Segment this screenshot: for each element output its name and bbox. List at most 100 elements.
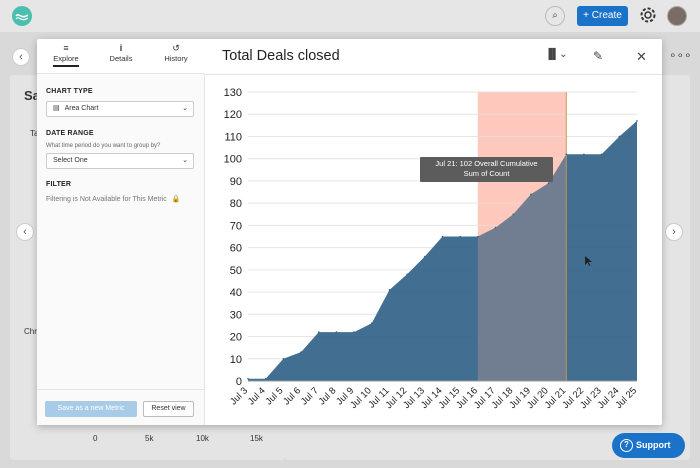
data-point <box>424 255 426 258</box>
background-axis-tick: 10k <box>196 434 209 443</box>
data-point <box>583 153 585 156</box>
filter-note-text: Filtering is Not Available for This Metr… <box>46 196 167 203</box>
data-point <box>547 182 550 184</box>
area-series <box>248 120 637 382</box>
y-tick-label: 80 <box>230 198 242 210</box>
x-tick-label: Jul 3 <box>228 385 250 407</box>
more-icon[interactable]: ∘∘∘ <box>669 48 692 62</box>
tab-label: History <box>164 54 188 63</box>
tab-explore[interactable]: ≡ Explore <box>41 42 91 72</box>
data-point <box>477 235 479 238</box>
page-prev-button[interactable]: ‹ <box>12 48 30 66</box>
data-point <box>300 351 302 353</box>
date-range-select[interactable]: Select One ⌄ <box>46 153 194 169</box>
data-point <box>618 135 621 138</box>
tab-bar: ≡ Explore i Details ↺ History <box>37 39 204 74</box>
background-title: Sa <box>24 88 40 103</box>
y-tick-label: 130 <box>224 87 242 99</box>
y-tick-label: 30 <box>230 309 242 321</box>
background-label: Ta <box>30 129 39 138</box>
data-point <box>370 322 373 324</box>
chevron-down-icon: ⌄ <box>182 157 188 164</box>
modal-title: Total Deals closed <box>222 48 340 64</box>
data-point <box>282 357 285 360</box>
x-tick-label: Jul 5 <box>264 385 286 407</box>
filter-label: FILTER <box>46 181 72 188</box>
support-label: Support <box>636 440 671 450</box>
top-bar: ⌕ + Create <box>0 0 700 32</box>
data-point <box>565 153 568 156</box>
x-tick-label: Jul 7 <box>299 385 321 407</box>
area-chart-icon: ▤ <box>53 105 60 112</box>
tab-details[interactable]: i Details <box>96 42 146 72</box>
search-icon[interactable]: ⌕ <box>545 6 565 26</box>
tab-history[interactable]: ↺ History <box>151 42 201 72</box>
chart-type-icon[interactable]: ▐▌⌄ <box>545 49 568 60</box>
chevron-down-icon: ⌄ <box>182 105 188 112</box>
history-icon: ↺ <box>172 43 180 53</box>
lock-icon: 🔒 <box>171 196 181 203</box>
data-point <box>494 226 497 229</box>
date-range-help: What time period do you want to group by… <box>46 143 161 149</box>
x-tick-label: Jul 6 <box>281 385 303 407</box>
data-point <box>406 273 408 276</box>
chart-type-label: CHART TYPE <box>46 88 93 95</box>
data-point <box>335 331 338 333</box>
panel-divider <box>204 74 205 425</box>
background-axis-tick: 0 <box>93 434 98 443</box>
y-tick-label: 0 <box>236 376 242 388</box>
create-button[interactable]: + Create <box>577 6 628 26</box>
y-tick-label: 20 <box>230 332 242 344</box>
help-icon: ? <box>620 439 633 452</box>
data-point <box>512 213 515 216</box>
data-point <box>388 289 391 291</box>
background-axis-tick: 5k <box>145 434 154 443</box>
x-tick-label: Jul 4 <box>246 385 268 407</box>
x-tick-label: Jul 8 <box>317 385 339 407</box>
y-tick-label: 90 <box>230 176 242 188</box>
filter-note: Filtering is Not Available for This Metr… <box>46 195 180 203</box>
background-label: Chr <box>24 327 37 336</box>
highlight-overlay <box>477 92 567 381</box>
y-tick-label: 10 <box>230 354 242 366</box>
carousel-left-button[interactable]: ‹ <box>16 223 34 241</box>
chart-tooltip: Jul 21: 102 Overall Cumulative Sum of Co… <box>420 157 553 182</box>
tab-label: Details <box>109 54 133 63</box>
gear-icon[interactable] <box>638 5 658 25</box>
edit-icon[interactable]: ✎ <box>593 49 604 63</box>
chart-type-select[interactable]: ▤ Area Chart ⌄ <box>46 101 194 117</box>
close-icon[interactable]: ✕ <box>636 49 647 64</box>
background-axis-tick: 15k <box>250 434 263 443</box>
data-point <box>317 331 320 333</box>
reset-view-button[interactable]: Reset view <box>143 401 194 417</box>
data-point <box>247 377 249 380</box>
data-point <box>353 331 355 333</box>
data-point <box>459 235 461 238</box>
y-tick-label: 70 <box>230 220 242 232</box>
support-button[interactable]: ? Support <box>612 433 685 458</box>
logo-icon[interactable] <box>12 6 32 26</box>
carousel-right-button[interactable]: › <box>665 223 683 241</box>
y-tick-label: 60 <box>230 243 242 255</box>
data-point <box>600 153 603 156</box>
data-point <box>264 377 267 380</box>
date-range-label: DATE RANGE <box>46 130 94 137</box>
y-tick-label: 120 <box>224 109 242 121</box>
info-icon: i <box>119 43 123 53</box>
save-as-metric-button[interactable]: Save as a new Metric <box>45 401 137 417</box>
tab-label: Explore <box>53 54 79 67</box>
tooltip-line: Sum of Count <box>463 169 510 178</box>
date-range-value: Select One <box>53 157 88 164</box>
data-point <box>441 235 444 238</box>
header-divider <box>204 74 662 75</box>
data-point <box>530 193 532 196</box>
avatar[interactable] <box>667 6 687 26</box>
mouse-cursor-icon <box>585 256 592 266</box>
data-point <box>636 120 638 122</box>
y-tick-label: 50 <box>230 265 242 277</box>
y-tick-label: 40 <box>230 287 242 299</box>
y-tick-label: 100 <box>224 154 242 166</box>
tooltip-line: Jul 21: 102 Overall Cumulative <box>435 159 538 168</box>
chart-type-value: Area Chart <box>64 105 99 112</box>
